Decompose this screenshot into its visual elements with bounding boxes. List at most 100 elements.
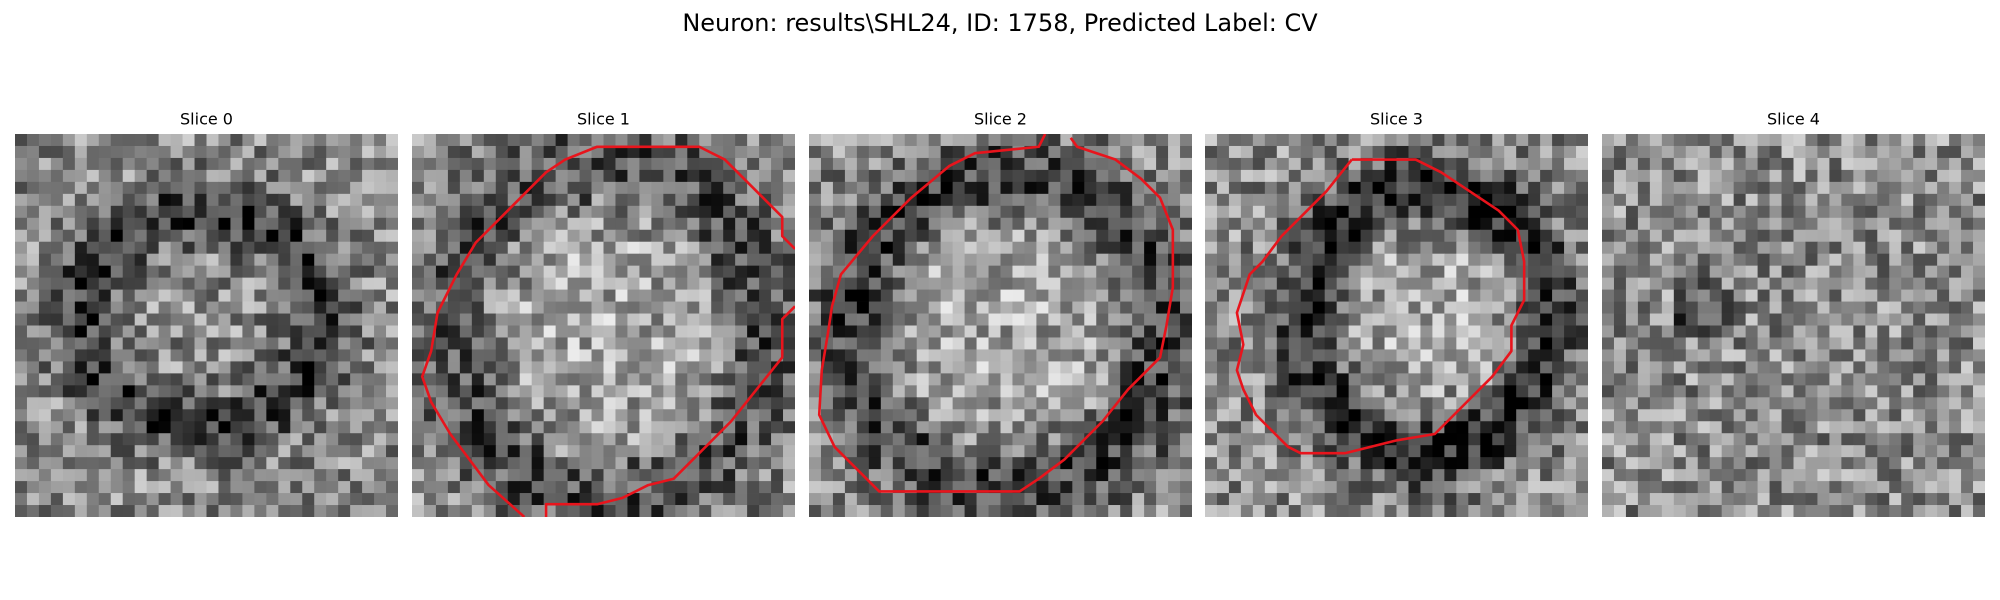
pixel	[1012, 361, 1025, 374]
pixel	[723, 265, 736, 279]
pixel	[1961, 277, 1974, 290]
pixel	[1216, 277, 1230, 290]
pixel	[1961, 253, 1974, 267]
pixel	[735, 253, 748, 267]
pixel	[531, 493, 545, 506]
pixel	[1781, 181, 1794, 195]
pixel	[1264, 337, 1278, 350]
pixel	[832, 229, 846, 243]
pixel	[663, 397, 676, 410]
pixel	[1205, 217, 1218, 231]
pixel	[110, 445, 124, 458]
pixel	[278, 217, 291, 231]
pixel	[242, 493, 255, 506]
pixel	[651, 325, 664, 338]
pixel	[1757, 289, 1770, 302]
pixel	[98, 134, 112, 147]
pixel	[1733, 134, 1747, 147]
pixel	[86, 289, 100, 302]
pixel	[1468, 134, 1481, 147]
pixel	[194, 301, 207, 314]
pixel	[86, 145, 100, 159]
pixel	[302, 505, 315, 517]
pixel	[1264, 493, 1278, 506]
pixel	[459, 409, 473, 422]
pixel	[904, 349, 918, 362]
pixel	[1324, 265, 1338, 279]
pixel	[1865, 277, 1878, 290]
pixel	[1613, 193, 1627, 207]
pixel	[158, 169, 171, 183]
pixel	[615, 361, 628, 374]
pixel	[771, 229, 784, 243]
pixel	[1408, 469, 1421, 482]
pixel	[1973, 217, 1985, 231]
pixel	[1709, 169, 1723, 183]
pixel	[302, 157, 315, 171]
pixel	[868, 409, 882, 422]
pixel	[242, 157, 255, 171]
pixel	[1444, 373, 1457, 386]
pixel	[735, 241, 748, 255]
pixel	[1000, 457, 1013, 470]
pixel	[1516, 457, 1529, 470]
pixel	[182, 145, 195, 159]
pixel	[1144, 397, 1157, 410]
pixel	[1360, 289, 1373, 302]
pixel	[675, 349, 688, 362]
pixel	[290, 445, 303, 458]
pixel	[1252, 361, 1266, 374]
pixel	[1444, 361, 1457, 374]
pixel	[1336, 445, 1350, 458]
pixel	[1829, 169, 1842, 183]
pixel	[1853, 373, 1866, 386]
pixel	[1901, 157, 1914, 171]
pixel	[1757, 193, 1770, 207]
pixel	[1697, 409, 1711, 422]
pixel	[747, 409, 760, 422]
pixel	[1420, 505, 1433, 517]
pixel	[663, 217, 676, 231]
pixel	[1937, 169, 1950, 183]
pixel	[1602, 145, 1615, 159]
pixel	[134, 397, 148, 410]
pixel	[218, 433, 231, 446]
pixel	[615, 433, 628, 446]
pixel	[1348, 134, 1361, 147]
pixel	[1360, 505, 1373, 517]
pixel	[952, 217, 965, 231]
pixel	[1661, 361, 1675, 374]
pixel	[194, 253, 207, 267]
pixel	[1120, 289, 1133, 302]
pixel	[471, 325, 485, 338]
pixel	[50, 409, 64, 422]
pixel	[74, 505, 88, 517]
pixel	[1168, 205, 1181, 219]
pixel	[1060, 505, 1073, 517]
pixel	[1156, 457, 1169, 470]
pixel	[1420, 325, 1433, 338]
pixel	[988, 433, 1001, 446]
pixel	[1661, 241, 1675, 255]
pixel	[651, 373, 664, 386]
pixel	[218, 469, 231, 482]
pixel	[723, 361, 736, 374]
pixel	[1661, 289, 1675, 302]
pixel	[579, 157, 592, 171]
pixel	[1673, 289, 1687, 302]
pixel	[1132, 493, 1145, 506]
pixel	[50, 493, 64, 506]
pixel	[170, 181, 183, 195]
pixel	[1649, 325, 1663, 338]
pixel	[591, 241, 604, 255]
pixel	[1961, 397, 1974, 410]
pixel	[1817, 349, 1830, 362]
pixel	[783, 217, 795, 231]
pixel	[1228, 505, 1242, 517]
pixel	[134, 181, 148, 195]
pixel	[1925, 145, 1938, 159]
pixel	[1673, 205, 1687, 219]
pixel	[699, 253, 712, 267]
pixel	[1937, 134, 1950, 147]
pixel	[1769, 433, 1782, 446]
